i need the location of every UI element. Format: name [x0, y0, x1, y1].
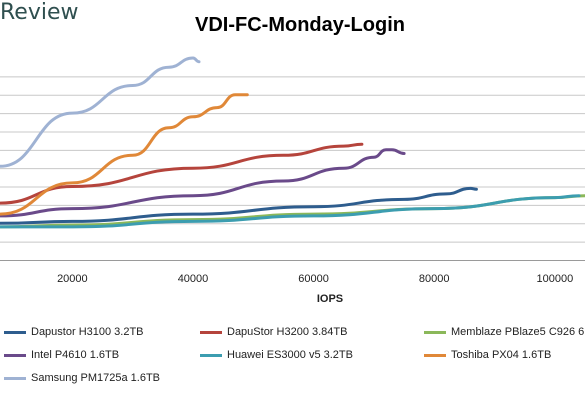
legend-item: Toshiba PX04 1.6TB: [424, 349, 551, 361]
series-line: [0, 194, 581, 229]
series-line: [0, 93, 249, 216]
x-tick-labels: 20000 40000 60000 80000 100000: [57, 273, 573, 285]
x-tick-label: 40000: [178, 273, 209, 285]
chart-legend: Dapustor H3100 3.2TB DapuStor H3200 3.84T…: [0, 318, 585, 398]
line-chart: 20000 40000 60000 80000 100000 IOPS: [0, 56, 585, 305]
legend-item: Samsung PM1725a 1.6TB: [4, 372, 160, 384]
legend-swatch: [200, 330, 222, 334]
legend-item: Memblaze PBlaze5 C926 6.4TB: [424, 326, 585, 338]
chart-title: VDI-FC-Monday-Login: [195, 14, 405, 36]
legend-label: Huawei ES3000 v5 3.2TB: [227, 349, 353, 361]
series-line: [0, 56, 201, 168]
legend-swatch: [424, 330, 446, 334]
legend-item: Huawei ES3000 v5 3.2TB: [200, 349, 353, 361]
legend-label: Samsung PM1725a 1.6TB: [31, 372, 161, 384]
series-line: [0, 142, 364, 205]
legend-label: Memblaze PBlaze5 C926 6.4TB: [451, 326, 585, 338]
legend-item: Intel P4610 1.6TB: [4, 349, 119, 361]
x-tick-label: 60000: [298, 273, 329, 285]
legend-swatch: [4, 376, 26, 380]
series-line: [0, 186, 478, 225]
x-tick-label: 100000: [536, 273, 573, 285]
legend-swatch: [4, 353, 26, 357]
legend-item: DapuStor H3200 3.84TB: [200, 326, 347, 338]
x-tick-label: 20000: [57, 273, 88, 285]
legend-swatch: [424, 353, 446, 357]
legend-label: DapuStor H3200 3.84TB: [227, 326, 348, 338]
x-axis-label: IOPS: [317, 293, 343, 305]
series-lines: [0, 56, 585, 229]
gridlines: [0, 76, 585, 261]
x-tick-label: 80000: [419, 273, 450, 285]
legend-label: Intel P4610 1.6TB: [31, 349, 120, 361]
legend-label: Toshiba PX04 1.6TB: [451, 349, 552, 361]
legend-label: Dapustor H3100 3.2TB: [31, 326, 144, 338]
site-logo-text: Review: [0, 0, 79, 25]
legend-swatch: [4, 330, 26, 334]
legend-swatch: [200, 353, 222, 357]
legend-item: Dapustor H3100 3.2TB: [4, 326, 144, 338]
series-line: [0, 148, 406, 218]
